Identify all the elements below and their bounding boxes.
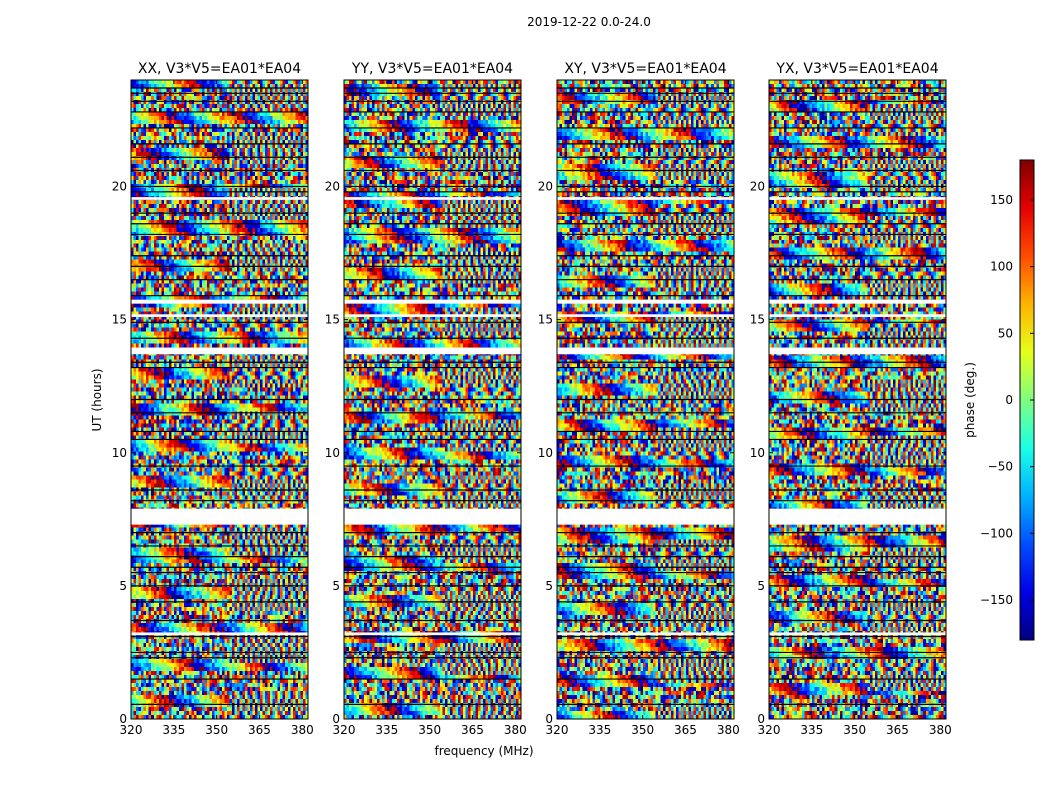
- colorbar-tick-label: 100: [990, 260, 1013, 274]
- panel-yx: YX, V3*V5=EA01*EA04 320 335 350 365 380 0 5 10 15…: [750, 61, 952, 737]
- flagged-band: [557, 347, 734, 355]
- x-tick-label: 350: [843, 723, 866, 737]
- flagged-band: [131, 508, 308, 525]
- flagged-band: [557, 508, 734, 525]
- x-axis-label: frequency (MHz): [434, 744, 533, 758]
- y-tick-label: 20: [325, 180, 340, 194]
- y-tick-label: 5: [119, 579, 127, 593]
- y-tick-label: 15: [750, 313, 765, 327]
- flagged-band: [344, 314, 521, 317]
- flagged-band: [769, 197, 946, 200]
- x-tick-label: 335: [588, 723, 611, 737]
- y-tick-label: 0: [119, 712, 127, 726]
- flagged-band: [557, 314, 734, 317]
- colorbar-tick-label: 150: [990, 193, 1013, 207]
- panel-yy: YY, V3*V5=EA01*EA04 320 335 350 365 380 0 5 10 15…: [325, 61, 527, 737]
- flagged-band: [557, 197, 734, 200]
- panel-title-yy: YY, V3*V5=EA01*EA04: [351, 61, 513, 77]
- y-tick-label: 10: [538, 446, 553, 460]
- flagged-band: [344, 632, 521, 636]
- flagged-band: [769, 508, 946, 525]
- flagged-band: [344, 299, 521, 304]
- x-tick-label: 320: [120, 723, 143, 737]
- panel-xx: XX, V3*V5=EA01*EA04 320 335 350 365 380 0 5 10 15…: [112, 61, 314, 737]
- flagged-band: [131, 632, 308, 636]
- panel-frame: [556, 79, 735, 720]
- flagged-band: [769, 632, 946, 636]
- x-tick-label: 380: [929, 723, 952, 737]
- colorbar-tick-label: −50: [988, 460, 1013, 474]
- x-tick-label: 380: [504, 723, 527, 737]
- flagged-band: [131, 299, 308, 304]
- y-tick-label: 10: [750, 446, 765, 460]
- flagged-band: [344, 347, 521, 355]
- x-tick-label: 350: [205, 723, 228, 737]
- x-tick-label: 380: [291, 723, 314, 737]
- y-tick-label: 15: [112, 313, 127, 327]
- x-tick-label: 365: [886, 723, 909, 737]
- panel-frame: [130, 79, 309, 720]
- colorbar-tick-label: 0: [1005, 393, 1013, 407]
- colorbar: −150 −100 −50 0 50 100 150 phase (deg.): [963, 159, 1035, 641]
- colorbar-tick-label: −100: [980, 526, 1013, 540]
- x-tick-label: 350: [631, 723, 654, 737]
- y-tick-label: 15: [538, 313, 553, 327]
- y-tick-label: 20: [750, 180, 765, 194]
- colorbar-tick-label: −150: [980, 593, 1013, 607]
- y-tick-label: 5: [332, 579, 340, 593]
- panel-xy: XY, V3*V5=EA01*EA04 320 335 350 365 380 0 5 10 15…: [538, 61, 740, 737]
- panel-title-xy: XY, V3*V5=EA01*EA04: [564, 61, 726, 77]
- flagged-band: [769, 314, 946, 317]
- x-tick-label: 365: [674, 723, 697, 737]
- flagged-band: [344, 508, 521, 525]
- panel-title-xx: XX, V3*V5=EA01*EA04: [138, 61, 301, 77]
- colorbar-tick-label: 50: [998, 326, 1013, 340]
- y-tick-label: 0: [545, 712, 553, 726]
- y-tick-label: 5: [757, 579, 765, 593]
- flagged-band: [769, 347, 946, 355]
- panels-group: XX, V3*V5=EA01*EA04 320 335 350 365 380 0 5 10 15…: [112, 61, 952, 737]
- y-tick-label: 20: [538, 180, 553, 194]
- colorbar-label: phase (deg.): [963, 362, 977, 438]
- flagged-band: [131, 197, 308, 200]
- flagged-band: [131, 347, 308, 355]
- x-tick-label: 320: [546, 723, 569, 737]
- x-tick-label: 365: [248, 723, 271, 737]
- figure-suptitle: 2019-12-22 0.0-24.0: [527, 15, 651, 29]
- panel-frame: [343, 79, 522, 720]
- x-tick-label: 380: [717, 723, 740, 737]
- x-tick-label: 335: [162, 723, 185, 737]
- flagged-band: [769, 299, 946, 304]
- y-tick-label: 20: [112, 180, 127, 194]
- flagged-band: [557, 299, 734, 304]
- x-tick-label: 335: [375, 723, 398, 737]
- flagged-band: [557, 632, 734, 636]
- x-tick-label: 320: [333, 723, 356, 737]
- x-tick-label: 365: [461, 723, 484, 737]
- x-tick-label: 350: [418, 723, 441, 737]
- y-tick-label: 0: [332, 712, 340, 726]
- flagged-band: [344, 197, 521, 200]
- y-tick-label: 0: [757, 712, 765, 726]
- x-tick-label: 320: [758, 723, 781, 737]
- x-tick-label: 335: [800, 723, 823, 737]
- y-tick-label: 5: [545, 579, 553, 593]
- panel-frame: [768, 79, 947, 720]
- y-tick-label: 10: [112, 446, 127, 460]
- y-tick-label: 15: [325, 313, 340, 327]
- y-tick-label: 10: [325, 446, 340, 460]
- y-axis-label: UT (hours): [90, 368, 104, 431]
- panel-title-yx: YX, V3*V5=EA01*EA04: [775, 61, 938, 77]
- flagged-band: [131, 314, 308, 317]
